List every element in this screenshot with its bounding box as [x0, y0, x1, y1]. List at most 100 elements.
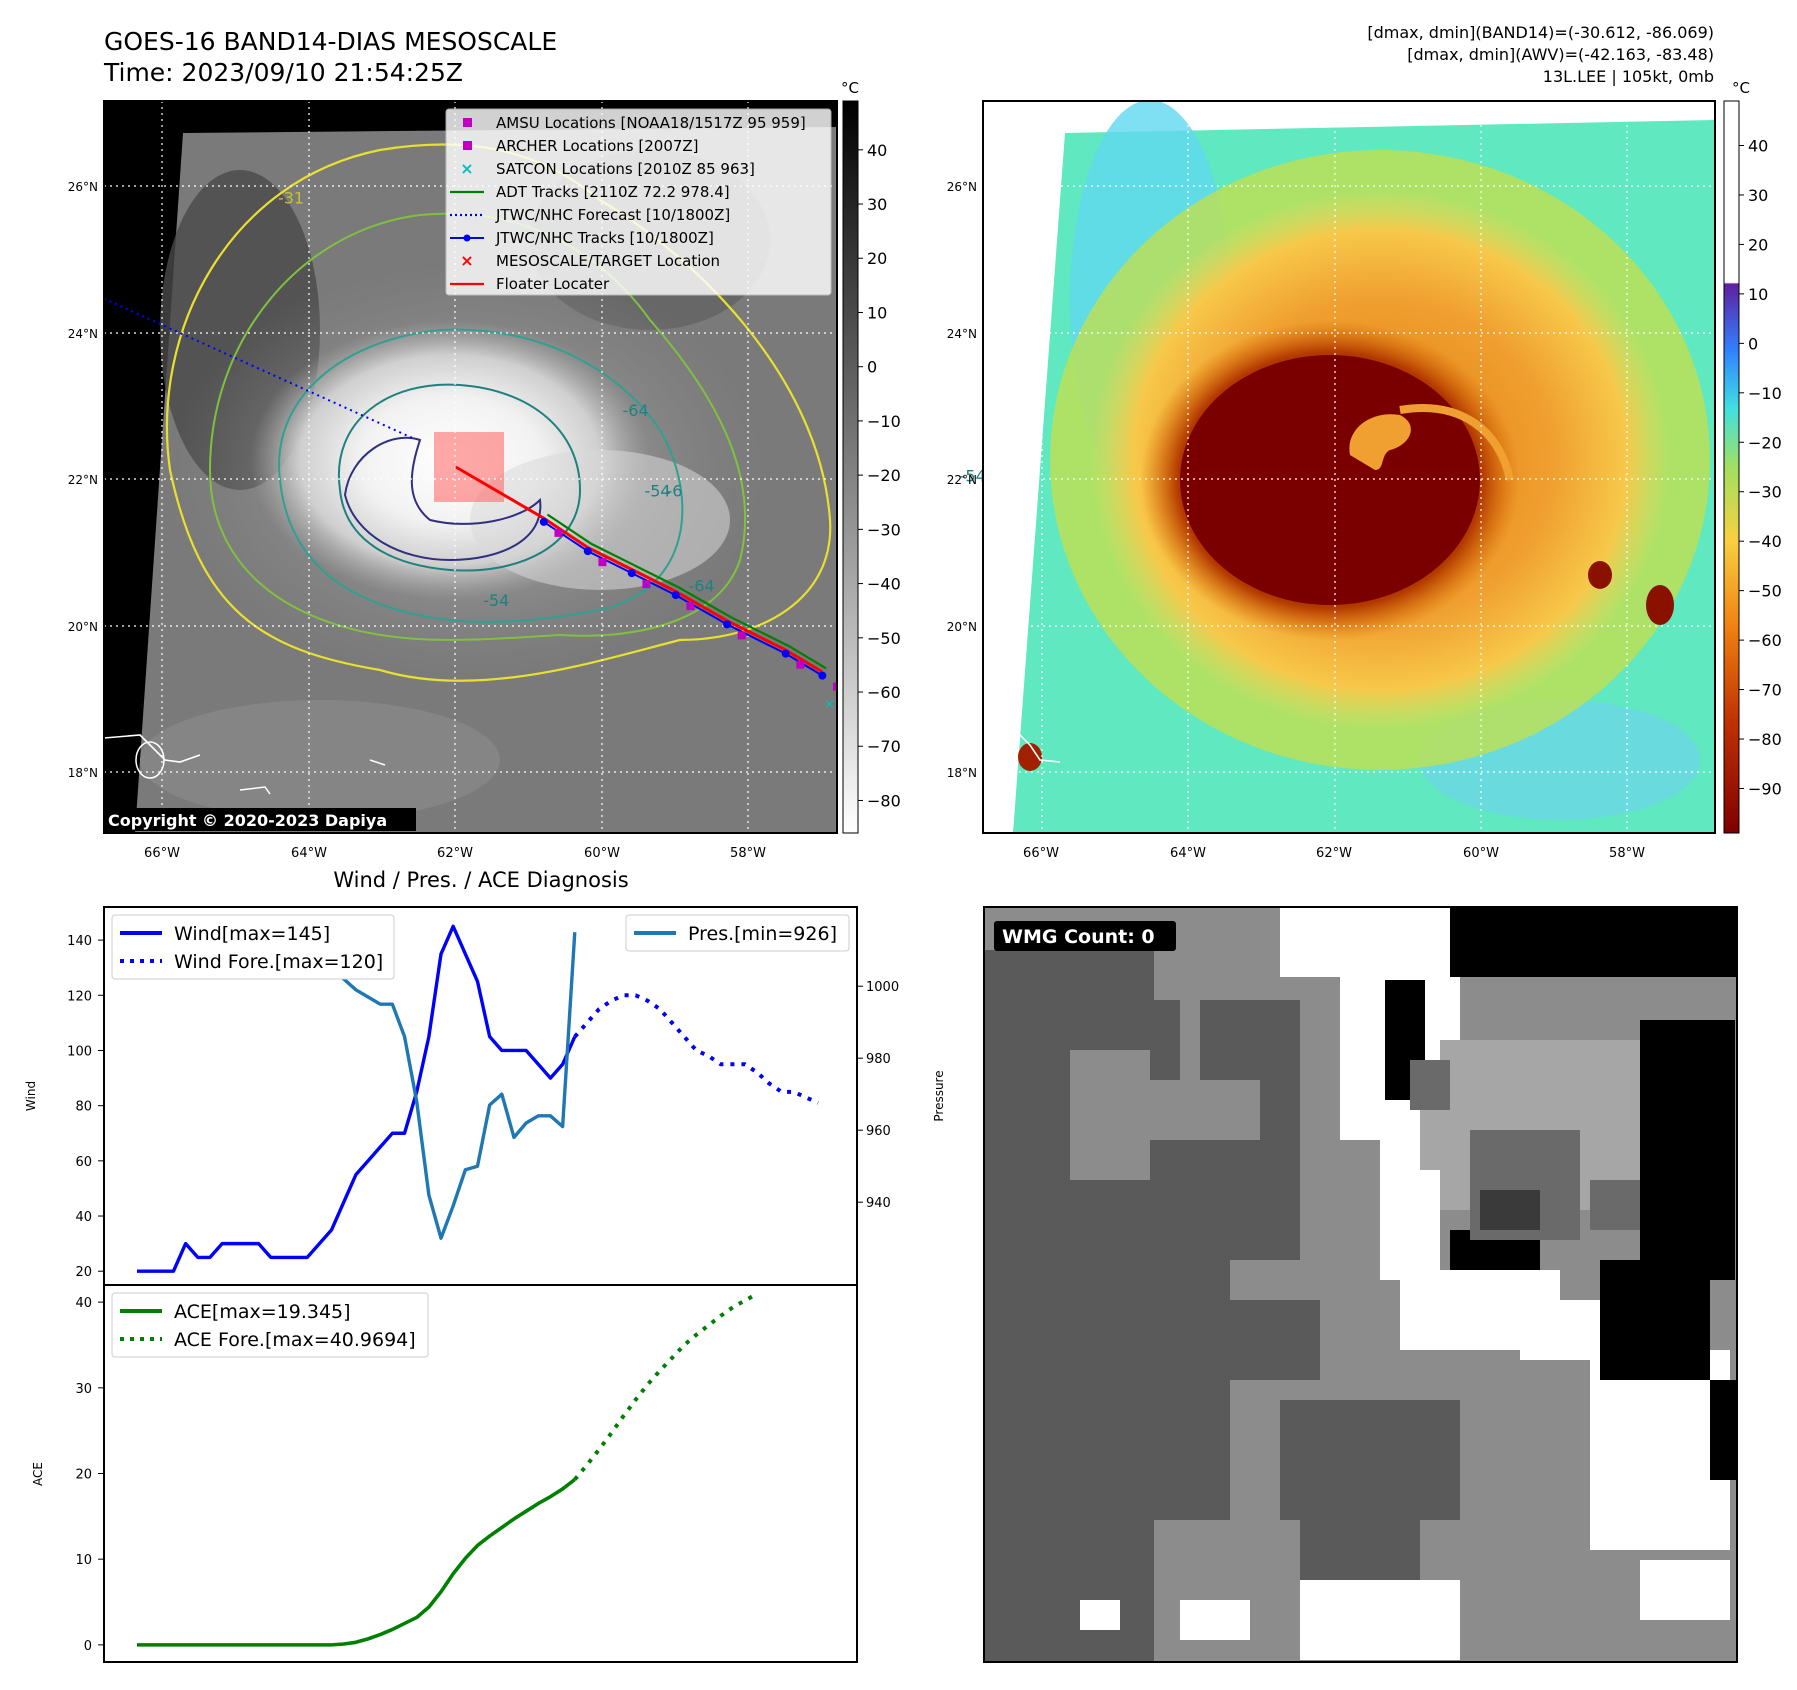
colorbar-tick-label: −60: [867, 683, 901, 702]
wv-colorbar: °C 40 30 20 10 0 −10 −20 −30 −40 −50 −60 −70 −80 −90: [1723, 79, 1782, 834]
lon-tick-label: 60°W: [1463, 846, 1499, 861]
ace-chart: ACE 0 10 20 30 40 ACE[max=19.345] ACE Fore.[m…: [31, 1284, 858, 1663]
amsu-marker: [554, 528, 563, 537]
lon-tick-label: 58°W: [1609, 846, 1645, 861]
y-tick-label: 100: [67, 1044, 92, 1059]
legend-label: SATCON Locations [2010Z 85 963]: [496, 160, 755, 178]
colorbar-tick-label: −90: [1748, 779, 1782, 798]
lon-tick-label: 64°W: [291, 846, 327, 861]
series-line: [137, 1478, 576, 1647]
legend-label: JTWC/NHC Forecast [10/1800Z]: [495, 206, 730, 224]
lat-tick-label: 26°N: [68, 180, 98, 194]
wmg-block: [1640, 1020, 1735, 1280]
jtwc-track-point: [781, 649, 790, 658]
legend-label: AMSU Locations [NOAA18/1517Z 95 959]: [496, 114, 806, 132]
wmg-block: [1710, 1380, 1737, 1480]
colorbar-tick-label: −10: [867, 412, 901, 431]
series-line: [573, 993, 819, 1105]
figure-title: GOES-16 BAND14-DIAS MESOSCALE: [104, 27, 557, 56]
contour-label: -64: [622, 401, 648, 420]
amsu-marker: [737, 631, 746, 640]
wmg-block: [1600, 1260, 1710, 1380]
wmg-block: [1280, 907, 1450, 977]
legend-label: MESOSCALE/TARGET Location: [496, 252, 720, 270]
ir-legend: AMSU Locations [NOAA18/1517Z 95 959] ARCH…: [445, 108, 832, 296]
figure-time: Time: 2023/09/10 21:54:25Z: [103, 58, 463, 87]
colorbar-tick-label: 20: [1748, 235, 1768, 254]
satcon-marker: ×: [824, 697, 836, 713]
legend-marker: ×: [460, 251, 473, 270]
legend-marker: [463, 141, 472, 150]
lat-tick-label: 26°N: [947, 180, 977, 194]
y-tick-label: 10: [75, 1553, 92, 1568]
lat-tick-label: 22°N: [947, 473, 977, 487]
colorbar-tick-label: −50: [867, 629, 901, 648]
legend-label: JTWC/NHC Tracks [10/1800Z]: [495, 229, 714, 247]
lon-tick-label: 66°W: [144, 846, 180, 861]
lon-tick-label: 64°W: [1170, 846, 1206, 861]
colorbar-tick-label: 30: [867, 195, 887, 214]
legend-label: ACE[max=19.345]: [174, 1301, 351, 1323]
ir-panel: × -31-64-54-64-54-54-6 Copyright © 2020-…: [103, 100, 986, 834]
wmg-block: [1540, 940, 1610, 970]
amsu-marker: [598, 558, 607, 567]
y-tick-label: 20: [75, 1468, 92, 1483]
colorbar-tick-label: −40: [867, 575, 901, 594]
ir-colorbar: °C 40 30 20 10 0 −10 −20 −30 −40 −50 −60 −70 −80: [841, 79, 901, 834]
legend-label: Wind Fore.[max=120]: [174, 951, 383, 973]
floater-track: [455, 465, 824, 674]
wmg-block: [1080, 1600, 1120, 1630]
jtwc-track-point: [818, 671, 827, 680]
wmg-block: [1280, 1400, 1460, 1520]
y-tick-label: 20: [75, 1265, 92, 1280]
colorbar-tick-label: −20: [867, 466, 901, 485]
contour-label: -6: [666, 481, 682, 500]
y-tick-label-right: 960: [866, 1124, 891, 1139]
colorbar-tick-label: −50: [1748, 582, 1782, 601]
wmg-block: [1480, 1190, 1540, 1230]
legend-marker: ×: [460, 159, 473, 178]
amsu-marker: [686, 602, 695, 611]
wind-legend-box: [111, 914, 395, 980]
copyright: Copyright © 2020-2023 Dapiya: [108, 811, 387, 830]
contour-label: -54: [483, 591, 509, 610]
ir-colorbar-unit: °C: [841, 79, 859, 97]
amsu-marker: [796, 660, 805, 669]
legend-label: ADT Tracks [2110Z 72.2 978.4]: [496, 183, 730, 201]
colorbar-tick-label: 0: [1748, 334, 1758, 353]
y-tick-label: 30: [75, 1382, 92, 1397]
wmg-block: [1640, 1560, 1730, 1620]
colorbar-tick-label: 10: [1748, 285, 1768, 304]
lat-tick-label: 18°N: [947, 766, 977, 780]
lon-tick-label: 62°W: [437, 846, 473, 861]
wmg-block: [1590, 1350, 1730, 1550]
wmg-block: [1060, 1360, 1140, 1480]
contour-label: -64: [688, 576, 714, 595]
pres-legend-box: [625, 914, 850, 952]
wmg-block: [1120, 1300, 1320, 1380]
legend-label: ACE Fore.[max=40.9694]: [174, 1329, 416, 1351]
lon-tick-label: 60°W: [584, 846, 620, 861]
adt-track: [546, 513, 827, 670]
wmg-count: WMG Count: 0: [1002, 926, 1155, 948]
wind-ylabel: Wind: [24, 1081, 38, 1111]
y-tick-label-right: 940: [866, 1196, 891, 1211]
colorbar-tick-label: −70: [867, 737, 901, 756]
y-tick-label: 120: [67, 989, 92, 1004]
y-tick-label-right: 980: [866, 1052, 891, 1067]
colorbar-tick-label: −80: [867, 791, 901, 810]
ace-ylabel: ACE: [31, 1462, 45, 1486]
wmg-block: [1070, 1050, 1150, 1180]
contour-label: -31: [278, 188, 304, 207]
colorbar-tick-label: 40: [867, 141, 887, 160]
y-tick-label: 40: [75, 1296, 92, 1311]
wv-panel: [982, 100, 1716, 834]
y-tick-label: 140: [67, 934, 92, 949]
lat-tick-label: 20°N: [68, 620, 98, 634]
contour-label: -54: [960, 467, 986, 486]
info-storm: 13L.LEE | 105kt, 0mb: [1543, 67, 1714, 86]
contour-label: -54: [644, 481, 670, 500]
colorbar-tick-label: −30: [867, 520, 901, 539]
wmg-block: [1180, 1600, 1250, 1640]
